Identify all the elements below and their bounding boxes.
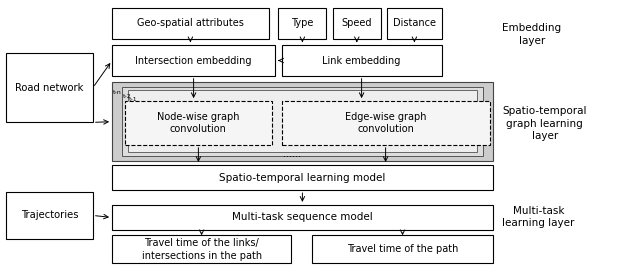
- Text: Link embedding: Link embedding: [323, 56, 401, 65]
- Text: Road network: Road network: [15, 83, 84, 93]
- Bar: [112, 165, 493, 190]
- Text: Edge-wise graph
convolution: Edge-wise graph convolution: [345, 112, 426, 134]
- Bar: [112, 8, 269, 39]
- Text: Travel time of the path: Travel time of the path: [347, 244, 458, 254]
- Text: Distance: Distance: [393, 18, 436, 28]
- Text: Embedding
layer: Embedding layer: [502, 23, 561, 46]
- Text: Travel time of the links/
intersections in the path: Travel time of the links/ intersections …: [141, 238, 262, 261]
- Text: Type: Type: [291, 18, 314, 28]
- Text: Spatio-temporal
graph learning
layer: Spatio-temporal graph learning layer: [502, 106, 587, 141]
- Bar: [112, 205, 493, 230]
- Bar: [128, 90, 477, 152]
- Text: Geo-spatial attributes: Geo-spatial attributes: [137, 18, 244, 28]
- Bar: [122, 87, 483, 156]
- Bar: [387, 8, 442, 39]
- Text: Multi-task
learning layer: Multi-task learning layer: [502, 206, 575, 228]
- Bar: [278, 8, 326, 39]
- Bar: [6, 192, 93, 239]
- Text: t-2: t-2: [123, 94, 132, 99]
- Bar: [112, 235, 291, 263]
- Text: Trajectories: Trajectories: [21, 210, 78, 221]
- Text: t-n: t-n: [113, 90, 122, 95]
- Text: ......: ......: [283, 149, 301, 159]
- Text: Multi-task sequence model: Multi-task sequence model: [232, 213, 372, 222]
- Text: Node-wise graph
convolution: Node-wise graph convolution: [157, 112, 239, 134]
- Bar: [6, 53, 93, 122]
- Bar: [333, 8, 381, 39]
- Bar: [112, 45, 275, 76]
- Text: Intersection embedding: Intersection embedding: [135, 56, 252, 65]
- Text: Speed: Speed: [342, 18, 372, 28]
- Bar: [282, 101, 490, 145]
- Bar: [312, 235, 493, 263]
- Bar: [125, 101, 272, 145]
- Text: t-1: t-1: [129, 97, 138, 102]
- Bar: [282, 45, 442, 76]
- Text: Spatio-temporal learning model: Spatio-temporal learning model: [220, 173, 385, 182]
- Bar: [112, 82, 493, 161]
